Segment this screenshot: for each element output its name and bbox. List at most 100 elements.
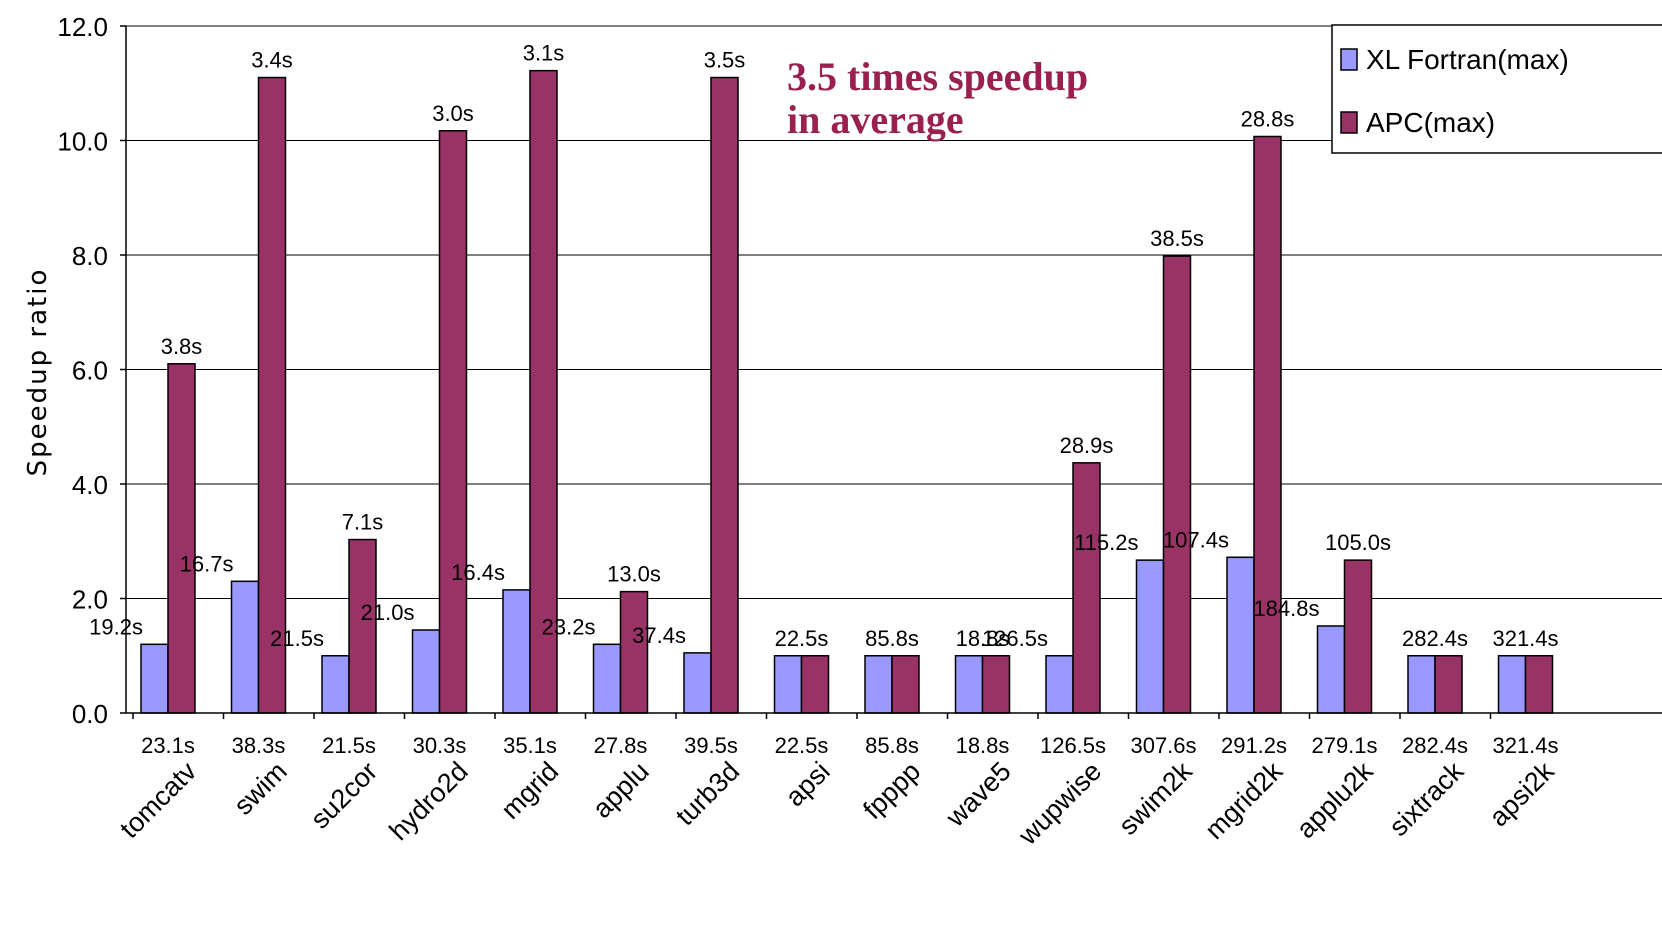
bar-xl-fortran bbox=[502, 589, 531, 714]
sequential-time-label: 23.1s bbox=[141, 733, 195, 758]
bar-label-xl-fortran: 21.5s bbox=[270, 626, 324, 651]
category-label: sixtrack bbox=[1383, 756, 1469, 842]
bar-labels: 19.2s 3.8s 16.7s 3.4s 21.5s 7.1s 21.0s 3.0s 16.4… bbox=[89, 41, 1558, 651]
category-label: swim bbox=[228, 756, 293, 821]
category-label: mgrid bbox=[495, 756, 564, 825]
bar-xl-fortran bbox=[1045, 655, 1074, 714]
bar-label-apc: 38.5s bbox=[1150, 226, 1204, 251]
legend: XL Fortran(max) APC(max) bbox=[1331, 24, 1662, 154]
bar-xl-fortran bbox=[1497, 655, 1527, 714]
bar-label-apc: 7.1s bbox=[342, 510, 384, 535]
legend-swatch-apc bbox=[1340, 111, 1358, 134]
bar-apc bbox=[348, 538, 377, 714]
bar-label-xl-fortran: 321.4s bbox=[1492, 626, 1558, 651]
sequential-time-label: 321.4s bbox=[1492, 733, 1558, 758]
sequential-time-labels: 23.1s 38.3s 21.5s 30.3s 35.1s 27.8s 39.5s 22.5s… bbox=[141, 733, 1558, 758]
category-label: wave5 bbox=[940, 756, 1017, 833]
category-label: tomcatv bbox=[114, 756, 202, 844]
bar-xl-fortran bbox=[1407, 655, 1436, 714]
bar-label-xl-fortran: 16.4s bbox=[451, 560, 505, 585]
legend-box bbox=[1331, 24, 1662, 154]
bar-apc bbox=[800, 655, 830, 714]
sequential-time-label: 307.6s bbox=[1130, 733, 1196, 758]
bar-apc bbox=[1162, 255, 1192, 714]
gridlines bbox=[126, 25, 1662, 599]
bar-xl-fortran bbox=[230, 580, 260, 714]
bar-xl-fortran bbox=[773, 655, 803, 714]
bar-apc bbox=[438, 130, 468, 714]
category-label: apsi bbox=[780, 756, 836, 812]
bar-label-xl-fortran: 37.4s bbox=[632, 623, 686, 648]
sequential-time-label: 35.1s bbox=[503, 733, 557, 758]
category-label: applu2k bbox=[1291, 756, 1379, 844]
bar-apc bbox=[1343, 559, 1373, 714]
sequential-time-label: 18.8s bbox=[956, 733, 1010, 758]
bar-xl-fortran bbox=[1135, 559, 1165, 714]
bar-apc bbox=[1072, 462, 1101, 714]
y-tick-labels: 0.0 2.0 4.0 6.0 8.0 10.0 12.0 bbox=[57, 12, 108, 729]
y-tick-label: 8.0 bbox=[72, 241, 108, 271]
bar-xl-fortran bbox=[592, 643, 622, 714]
legend-label-xl-fortran: XL Fortran(max) bbox=[1366, 44, 1569, 75]
sequential-time-label: 22.5s bbox=[775, 733, 829, 758]
bar-label-apc: 3.5s bbox=[704, 48, 746, 73]
y-tick-label: 4.0 bbox=[72, 470, 108, 500]
bar-label-xl-fortran: 282.4s bbox=[1402, 626, 1468, 651]
sequential-time-label: 21.5s bbox=[322, 733, 376, 758]
annotation-line-2: in average bbox=[787, 97, 964, 142]
bar-label-apc: 13.0s bbox=[607, 562, 661, 587]
category-label: hydro2d bbox=[384, 756, 474, 846]
annotation-line-1: 3.5 times speedup bbox=[787, 54, 1088, 99]
bar-label-xl-fortran: 16.7s bbox=[180, 551, 234, 576]
bar-xl-fortran bbox=[140, 643, 169, 714]
sequential-time-label: 291.2s bbox=[1221, 733, 1287, 758]
bar-apc bbox=[257, 76, 287, 714]
sequential-time-label: 39.5s bbox=[684, 733, 738, 758]
bar-label-apc: 28.9s bbox=[1060, 433, 1114, 458]
category-label: su2cor bbox=[305, 756, 384, 835]
bar-label-apc: 3.0s bbox=[432, 101, 474, 126]
y-tick-label: 0.0 bbox=[72, 699, 108, 729]
bar-apc bbox=[1524, 655, 1554, 714]
bar-apc bbox=[1253, 135, 1282, 714]
bar-label-apc: 3.4s bbox=[251, 48, 293, 73]
bar-xl-fortran bbox=[864, 655, 893, 714]
sequential-time-label: 279.1s bbox=[1311, 733, 1377, 758]
bar-xl-fortran bbox=[1316, 625, 1346, 714]
bar-label-apc: 105.0s bbox=[1325, 530, 1391, 555]
category-label: swim2k bbox=[1113, 756, 1198, 841]
bar-apc bbox=[619, 590, 649, 714]
bar-apc bbox=[891, 655, 920, 714]
legend-swatch-xl-fortran bbox=[1340, 48, 1358, 71]
category-label: fpppp bbox=[857, 756, 926, 825]
y-tick-label: 2.0 bbox=[72, 585, 108, 615]
bar-label-xl-fortran: 21.0s bbox=[361, 600, 415, 625]
bar-xl-fortran bbox=[683, 652, 712, 714]
bar-label-xl-fortran: 85.8s bbox=[865, 626, 919, 651]
axes bbox=[120, 25, 1662, 719]
bar-xl-fortran bbox=[321, 655, 350, 714]
bar-xl-fortran bbox=[1226, 556, 1255, 714]
y-tick-label: 10.0 bbox=[57, 127, 108, 157]
sequential-time-label: 282.4s bbox=[1402, 733, 1468, 758]
category-label: wupwise bbox=[1012, 756, 1107, 851]
bar-xl-fortran bbox=[954, 655, 984, 714]
y-tick-label: 6.0 bbox=[72, 356, 108, 386]
bar-label-xl-fortran: 107.4s bbox=[1163, 527, 1229, 552]
bar-label-xl-fortran: 19.2s bbox=[89, 614, 143, 639]
y-tick-label: 12.0 bbox=[57, 12, 108, 42]
sequential-time-label: 27.8s bbox=[594, 733, 648, 758]
bars bbox=[140, 69, 1554, 714]
bar-apc bbox=[981, 655, 1011, 714]
y-axis-label: Speedup ratio bbox=[23, 268, 53, 477]
bar-label-xl-fortran: 126.5s bbox=[982, 626, 1048, 651]
sequential-time-label: 126.5s bbox=[1040, 733, 1106, 758]
bar-apc bbox=[710, 76, 739, 714]
category-label: mgrid2k bbox=[1199, 756, 1288, 845]
bar-label-xl-fortran: 18.8s bbox=[956, 626, 1010, 651]
category-label: apsi2k bbox=[1483, 756, 1560, 833]
category-label: applu bbox=[587, 756, 655, 824]
legend-label-apc: APC(max) bbox=[1366, 107, 1495, 138]
sequential-time-label: 38.3s bbox=[232, 733, 286, 758]
bar-label-xl-fortran: 23.2s bbox=[542, 614, 596, 639]
